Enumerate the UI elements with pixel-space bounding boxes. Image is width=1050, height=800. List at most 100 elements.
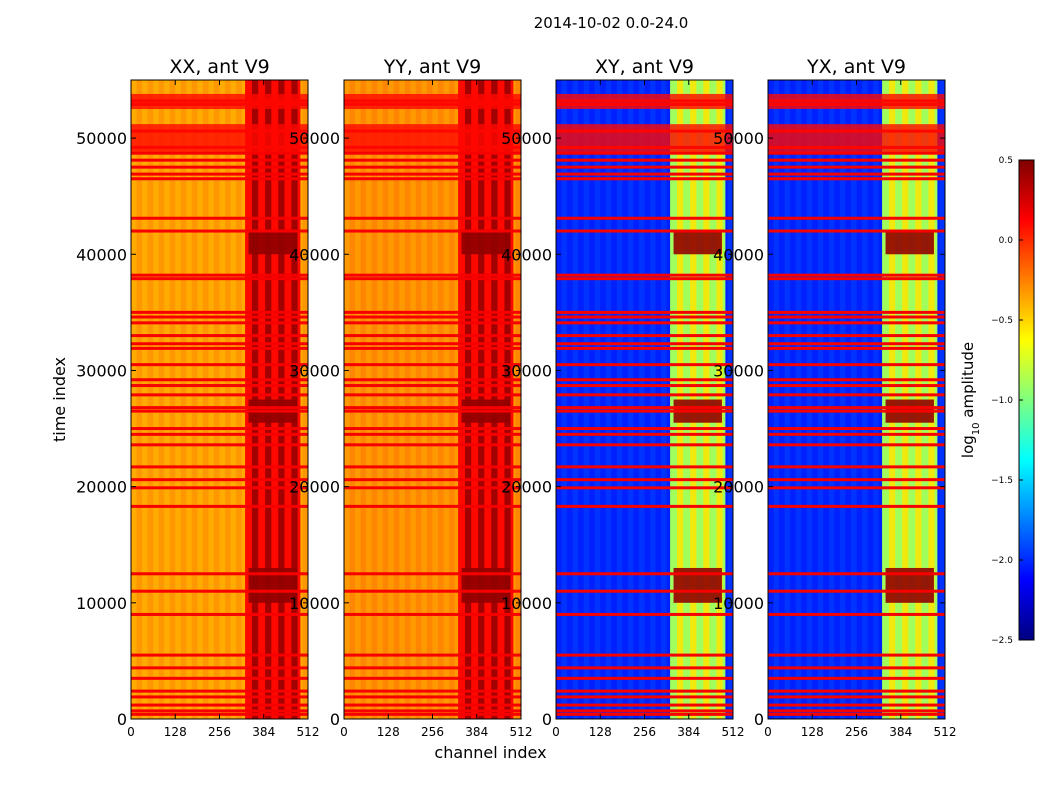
flagged-row [131,177,308,181]
flagged-row [556,589,733,593]
flagged-row [768,486,945,490]
flagged-row [344,612,521,616]
heatmap-stripe [410,80,416,719]
flagged-row [768,384,945,388]
x-tick-label: 0 [127,725,135,739]
colorbar-tick-label: −0.5 [991,316,1013,326]
heatmap-stripe [360,80,367,719]
flagged-row [556,315,733,319]
colorbar-tick-label: −1.0 [991,396,1013,406]
heatmap-stripe [589,80,595,719]
heatmap-stripe [839,80,846,719]
heatmap-stripe [862,80,868,719]
heatmap-stripe [399,80,405,719]
heatmap-stripe [415,80,422,719]
flagged-row [768,612,945,616]
flagged-row [556,486,733,490]
flagged-row [768,363,945,367]
heatmap-stripe [388,80,394,719]
heatmap-stripe [633,80,639,719]
y-tick-label: 30000 [289,361,340,380]
heatmap-stripe [421,80,427,719]
colorbar-tick-label: 0.0 [999,236,1014,246]
heatmap-stripe [627,80,634,719]
flagged-row [768,229,945,233]
x-tick-label: 256 [845,725,868,739]
flagged-row [556,229,733,233]
flagged-row [556,478,733,482]
y-tick-label: 20000 [713,478,764,497]
flagged-row [768,443,945,447]
x-tick-label: 384 [677,725,700,739]
heatmap-stripe [371,80,378,719]
flagged-row [344,346,521,350]
flagged-row [131,486,308,490]
heatmap-stripe [790,80,796,719]
colorbar: 0.5 0.0 −0.5 −1.0 −1.5 −2.0 −2.5 log10 amplitud… [959,156,1035,646]
flagged-row [344,443,521,447]
flagged-row [131,427,308,431]
flagged-row [556,158,733,162]
heatmap-stripe [219,80,226,719]
flagged-row [556,378,733,382]
flagged-row [556,334,733,338]
y-tick-label: 0 [542,710,552,729]
flagged-band [556,93,733,110]
flagged-row [556,427,733,431]
flagged-row [344,378,521,382]
flagged-row [556,676,733,680]
heatmap-stripe [393,80,400,719]
flagged-row [768,393,945,397]
flagged-row [344,158,521,162]
panel-title: YX, ant V9 [806,56,906,78]
x-tick-label: 128 [377,725,400,739]
heatmap-stripe [236,80,242,719]
heatmap-stripe [366,80,372,719]
flagged-row [768,151,945,155]
x-tick-label: 0 [340,725,348,739]
heatmap-stripe [806,80,813,719]
flagged-row [131,310,308,314]
flagged-row [768,572,945,576]
heatmap-stripe [795,80,802,719]
flagged-band [131,93,308,110]
y-tick-label: 50000 [76,129,127,148]
heatmap-stripe [828,80,835,719]
flagged-row [556,216,733,220]
flagged-row [556,172,733,176]
panel-title: YY, ant V9 [383,56,482,78]
heatmap-stripe [823,80,829,719]
x-tick-label: 0 [552,725,560,739]
heatmap-stripe [850,80,857,719]
heatmap-stripe [153,80,159,719]
flagged-row [344,676,521,680]
flagged-row [556,342,733,346]
flagged-row [556,277,733,281]
flagged-row [768,334,945,338]
flagged-row [344,695,521,699]
flagged-row [131,315,308,319]
flagged-row [131,378,308,382]
flagged-row [131,273,308,277]
y-tick-label: 50000 [713,129,764,148]
x-tick-label: 512 [934,725,957,739]
flagged-row [556,409,733,413]
x-tick-label: 384 [889,725,912,739]
y-tick-label: 20000 [501,478,552,497]
flagged-row [768,703,945,707]
y-tick-label: 10000 [76,594,127,613]
flagged-row [344,321,521,325]
flagged-band [344,93,521,110]
flagged-row [556,432,733,436]
flagged-band [131,124,308,153]
heatmap-stripe [834,80,840,719]
flagged-row [768,695,945,699]
heatmap-stripe [666,80,673,719]
heatmap-panel-1: XX, ant V9 0 128 256 384 512 0 10000 20000 30000 4… [50,56,319,739]
y-tick-label: 10000 [289,594,340,613]
colorbar-tick-label: −2.0 [991,556,1013,566]
heatmap-stripe [302,80,308,719]
flagged-row [768,378,945,382]
heatmap-stripe [611,80,617,719]
